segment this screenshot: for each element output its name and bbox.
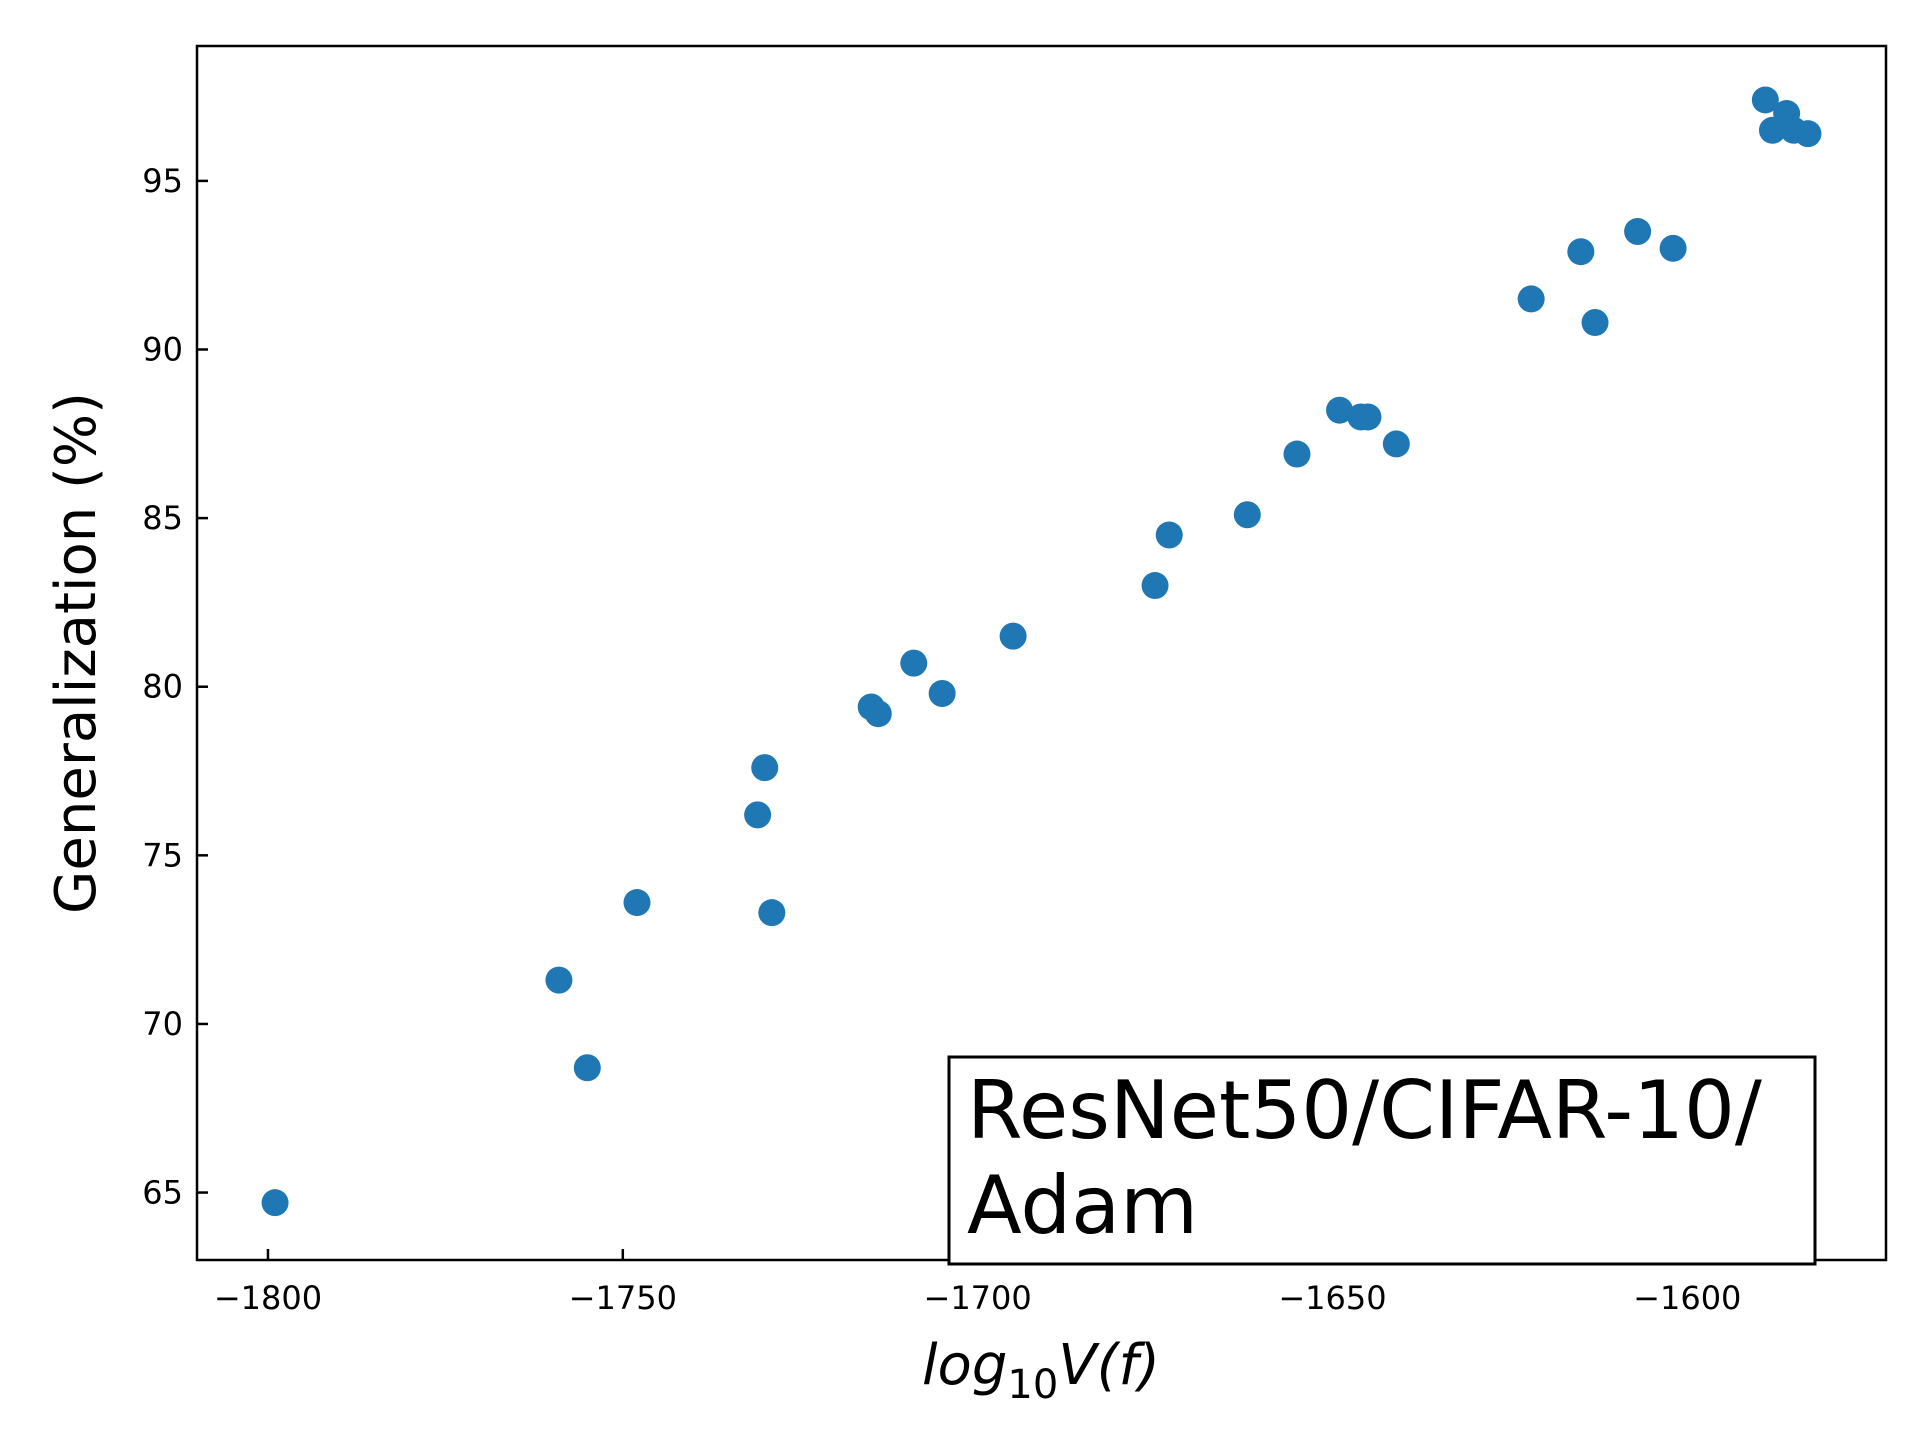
x-tick-label: −1600: [1633, 1279, 1741, 1317]
scatter-point: [1354, 403, 1381, 430]
scatter-point: [623, 889, 650, 916]
scatter-point: [1567, 238, 1594, 265]
scatter-point: [1624, 218, 1651, 245]
scatter-point: [1383, 430, 1410, 457]
x-axis-title-subscript: 10: [1007, 1362, 1058, 1408]
scatter-point: [1234, 501, 1261, 528]
scatter-point: [1582, 309, 1609, 336]
x-axis-title-base: log: [922, 1333, 1007, 1398]
scatter-point: [1518, 285, 1545, 312]
scatter-point: [1000, 623, 1027, 650]
y-tick-label: 80: [142, 668, 183, 706]
y-tick-label: 75: [142, 836, 183, 874]
annotation-line-2: Adam: [967, 1159, 1198, 1252]
scatter-point: [574, 1054, 601, 1081]
x-tick-label: −1700: [924, 1279, 1032, 1317]
y-tick-label: 65: [142, 1174, 183, 1212]
y-tick-label: 70: [142, 1005, 183, 1043]
y-tick-label: 90: [142, 331, 183, 369]
scatter-point: [262, 1189, 289, 1216]
x-tick-label: −1650: [1278, 1279, 1386, 1317]
x-tick-label: −1800: [214, 1279, 322, 1317]
annotation-box: ResNet50/CIFAR-10/ Adam: [949, 1057, 1815, 1264]
x-tick-label: −1750: [569, 1279, 677, 1317]
scatter-point: [744, 801, 771, 828]
scatter-point: [900, 650, 927, 677]
scatter-point: [1156, 521, 1183, 548]
y-axis-title: Generalization (%): [44, 392, 109, 914]
y-tick-label: 85: [142, 499, 183, 537]
x-axis-title-rest: V(f): [1058, 1333, 1160, 1398]
scatter-point: [758, 899, 785, 926]
scatter-point: [1794, 120, 1821, 147]
scatter-point: [545, 967, 572, 994]
annotation-line-1: ResNet50/CIFAR-10/: [967, 1064, 1762, 1157]
scatter-point: [751, 754, 778, 781]
y-tick-label: 95: [142, 162, 183, 200]
scatter-point: [1142, 572, 1169, 599]
scatter-point: [1660, 235, 1687, 262]
scatter-point: [865, 700, 892, 727]
scatter-point: [1283, 441, 1310, 468]
scatter-point: [929, 680, 956, 707]
